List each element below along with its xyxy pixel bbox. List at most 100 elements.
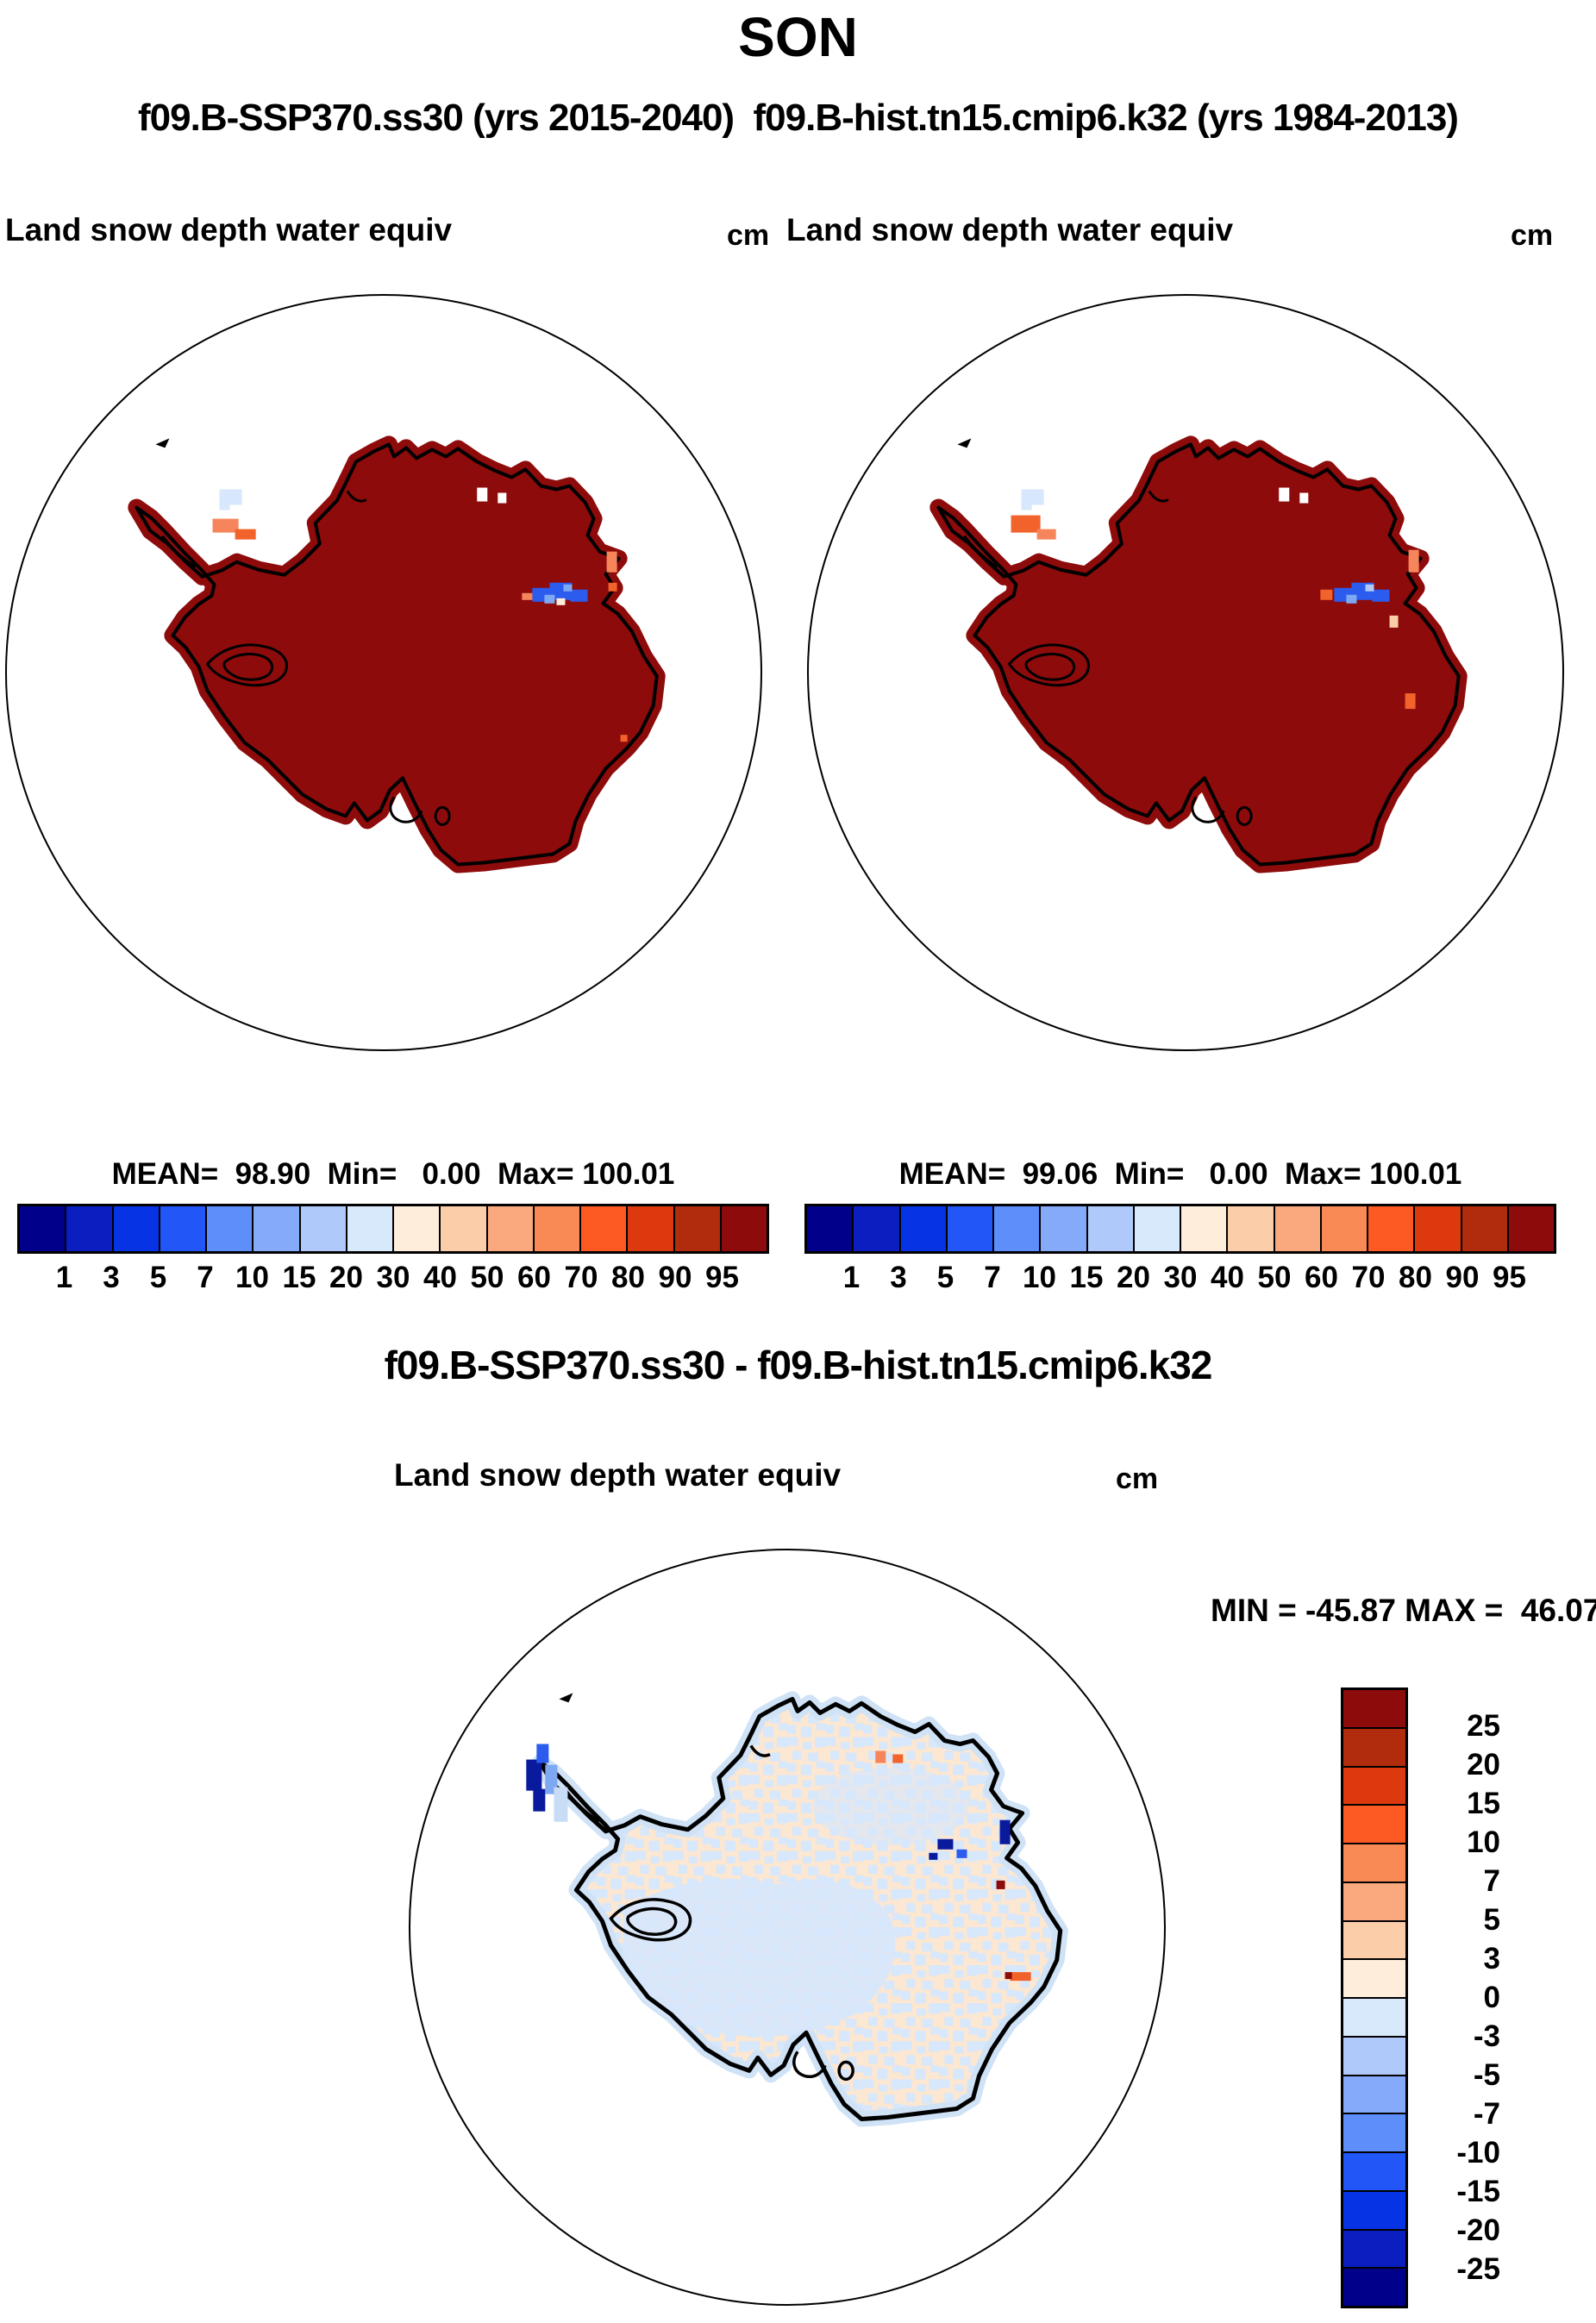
colorbar-right [804,1204,1556,1254]
colorbar-segment [1086,1206,1133,1251]
tick-label: 70 [564,1261,598,1294]
tick-label: 20 [1467,1748,1500,1781]
negative-anomaly-blob [813,1767,969,1845]
tick-label: -3 [1473,2019,1500,2053]
tick-label: 3 [890,1261,907,1294]
tick-label: 50 [470,1261,504,1294]
tick-label: 50 [1257,1261,1292,1294]
map-left-panel [5,294,762,1051]
tick-label: 20 [329,1261,363,1294]
tick-label: 10 [1023,1261,1056,1294]
colorbar-segment [1343,2035,1405,2075]
tick-label: 5 [936,1261,954,1294]
colorbar-segment [1343,1919,1405,1959]
colorbar-segment [1319,1206,1367,1251]
colorbar-segment [111,1206,159,1251]
tick-label: 0 [1483,1981,1500,2014]
tick-label: 10 [235,1261,269,1294]
colorbar-segment [1343,2189,1405,2229]
tick-label: 15 [1467,1787,1500,1820]
colorbar-segment [852,1206,899,1251]
tick-label: 80 [611,1261,645,1294]
diff-field-title: Land snow depth water equiv [394,1457,842,1493]
diff-minmax-stats: MIN = -45.87 MAX = 46.07 [1211,1593,1596,1628]
tick-label: 15 [1069,1261,1104,1294]
colorbar-segment [1343,2074,1405,2113]
colorbar-segment [719,1206,767,1251]
colorbar-segment [1460,1206,1507,1251]
tick-label: 3 [103,1261,120,1294]
tick-label: -5 [1473,2058,1500,2092]
colorbar-segment [65,1206,112,1251]
left-units-label: cm [727,219,770,252]
colorbar-segment [1343,1958,1405,1997]
tick-label: 30 [376,1261,410,1294]
right-units-label: cm [1511,219,1554,252]
tick-label: 40 [423,1261,457,1294]
colorbar-right-ticks: 1 3 5 7 10 15 20 30 40 50 60 70 80 90 95 [804,1261,1556,1297]
colorbar-segment [1367,1206,1414,1251]
left-field-title: Land snow depth water equiv [5,212,453,247]
tick-label: 90 [658,1261,692,1294]
tick-label: 80 [1399,1261,1432,1294]
tick-label: 7 [984,1261,1001,1294]
colorbar-diff-ticks: 25 20 15 10 7 5 3 0 -3 -5 -7 -10 -15 -20 -25 [1421,1687,1500,2308]
diff-title: f09.B-SSP370.ss30 - f09.B-hist.tn15.cmip… [384,1343,1213,1387]
colorbar-segment [626,1206,673,1251]
tick-label: 15 [282,1261,316,1294]
colorbar-segment [1343,1997,1405,2036]
colorbar-segment [945,1206,992,1251]
tick-label: -20 [1456,2213,1500,2247]
colorbar-segment [205,1206,253,1251]
tick-label: 3 [1483,1942,1500,1975]
tick-label: -7 [1473,2097,1500,2131]
colorbar-segment [1180,1206,1227,1251]
right-stats: MEAN= 99.06 Min= 0.00 Max= 100.01 [898,1157,1462,1191]
tick-label: 10 [1467,1825,1500,1859]
left-stats: MEAN= 98.90 Min= 0.00 Max= 100.01 [111,1157,675,1191]
colorbar-segment [1343,1843,1405,1882]
colorbar-segment [898,1206,946,1251]
tick-label: -25 [1456,2252,1500,2286]
colorbar-segment [1343,1765,1405,1805]
colorbar-segment [345,1206,392,1251]
colorbar-segment [532,1206,579,1251]
tick-label: 90 [1445,1261,1480,1294]
colorbar-segment [1506,1206,1554,1251]
colorbar-left-ticks: 1 3 5 7 10 15 20 30 40 50 60 70 80 90 95 [17,1261,769,1297]
tick-label: 7 [197,1261,214,1294]
colorbar-segment [298,1206,346,1251]
colorbar-segment [392,1206,440,1251]
colorbar-segment [20,1206,66,1251]
island-mark [155,438,170,448]
colorbar-segment [579,1206,627,1251]
tick-label: 20 [1117,1261,1150,1294]
colorbar-segment [1413,1206,1461,1251]
map-diff-panel [409,1549,1166,2306]
tick-label: 5 [1483,1903,1500,1937]
colorbar-segment [1343,1690,1405,1727]
colorbar-segment [1343,2151,1405,2190]
colorbar-segment [1343,2267,1405,2306]
colorbar-segment [807,1206,853,1251]
colorbar-segment [158,1206,205,1251]
island-mark [559,1693,573,1703]
colorbar-segment [1343,2228,1405,2268]
colorbar-left [17,1204,769,1254]
colorbar-segment [1226,1206,1274,1251]
anomaly-spots [821,438,1419,710]
case-subtitle: f09.B-SSP370.ss30 (yrs 2015-2040) f09.B-… [138,97,1459,139]
tick-label: 60 [517,1261,551,1294]
page-title: SON [738,6,858,68]
tick-label: -10 [1456,2136,1500,2170]
tick-label: 40 [1211,1261,1244,1294]
tick-label: 95 [705,1261,739,1294]
colorbar-segment [485,1206,533,1251]
island-mark [957,438,972,448]
tick-label: 1 [55,1261,73,1294]
negative-anomaly-blob [623,1879,896,2037]
colorbar-segment [1343,1804,1405,1843]
tick-label: 5 [149,1261,167,1294]
colorbar-segment [1343,1881,1405,1920]
tick-label: 95 [1493,1261,1526,1294]
